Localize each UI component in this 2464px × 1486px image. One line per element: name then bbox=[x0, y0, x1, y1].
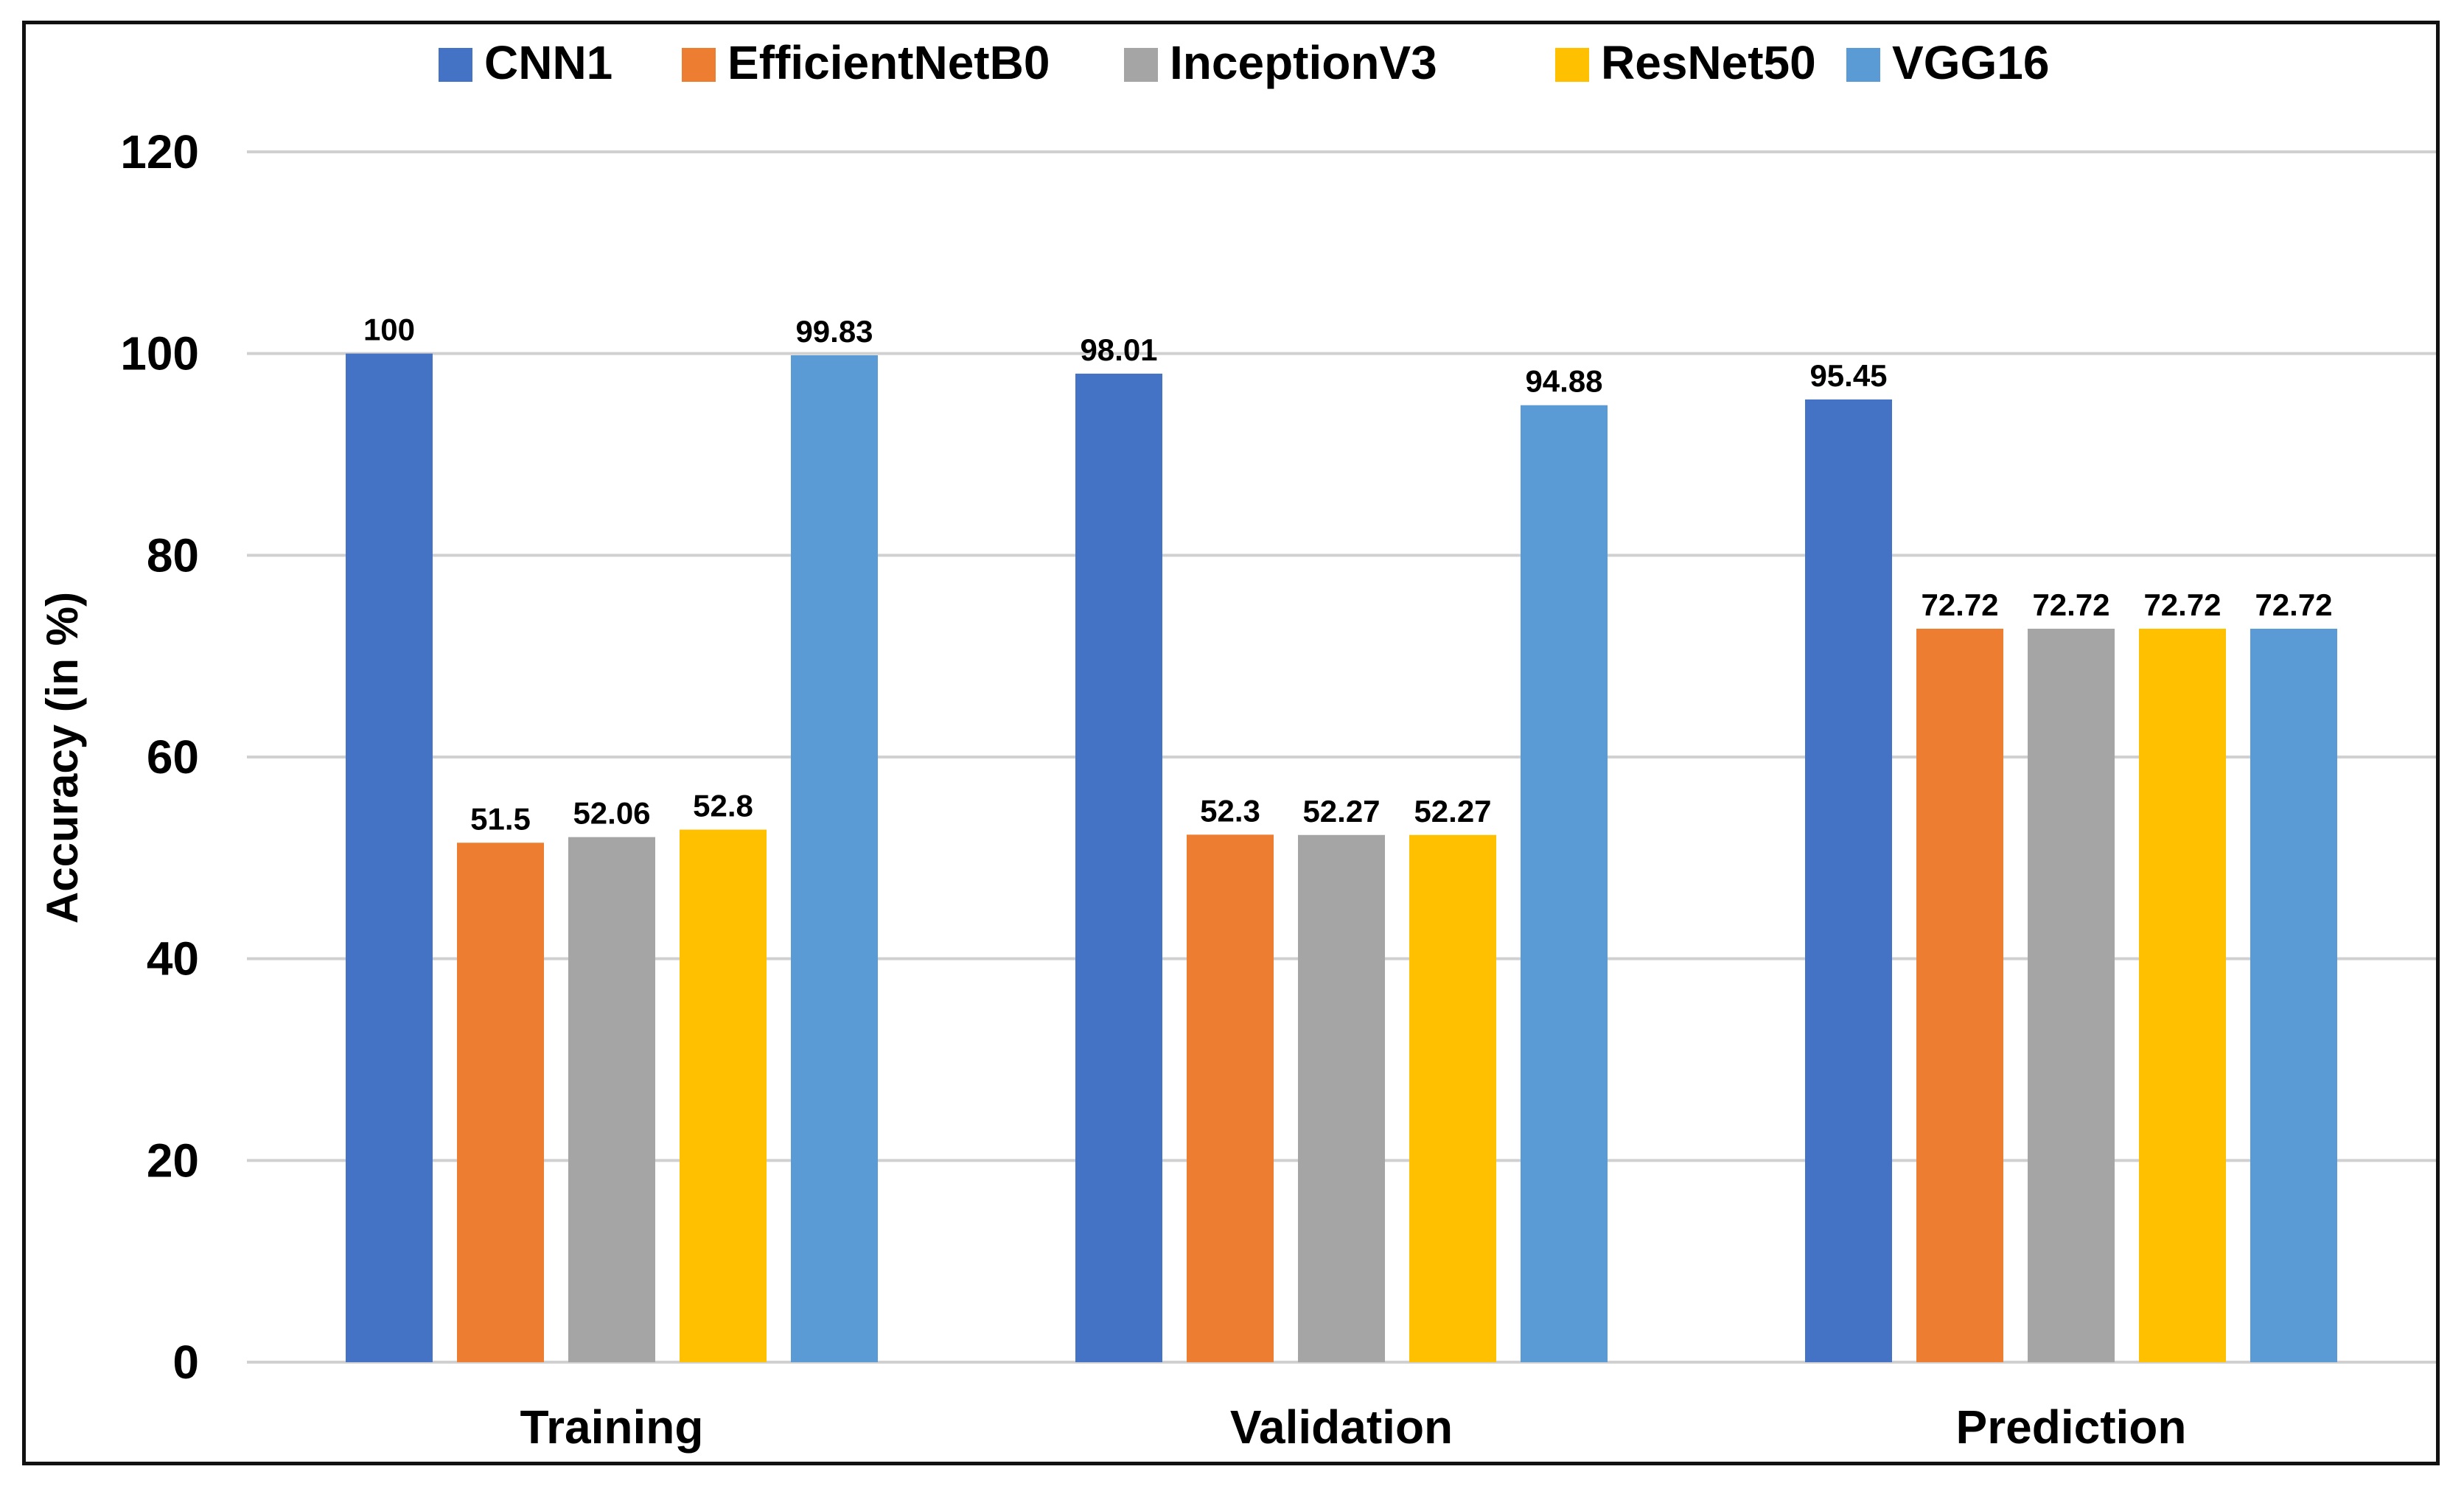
legend-label: VGG16 bbox=[1892, 36, 2049, 89]
bar bbox=[680, 829, 767, 1362]
bar bbox=[457, 843, 544, 1362]
data-label: 99.83 bbox=[795, 314, 873, 349]
x-axis-categories: Training Validation Prediction bbox=[520, 1400, 2187, 1454]
bar bbox=[2028, 628, 2115, 1362]
y-tick-label: 60 bbox=[147, 730, 199, 784]
legend-swatch bbox=[1846, 48, 1880, 82]
data-label: 95.45 bbox=[1809, 358, 1887, 393]
data-label: 51.5 bbox=[470, 801, 531, 836]
bar bbox=[1409, 834, 1496, 1362]
y-tick-label: 20 bbox=[147, 1134, 199, 1187]
legend-swatch bbox=[1124, 48, 1158, 82]
y-tick-label: 0 bbox=[172, 1336, 199, 1389]
x-category-label: Prediction bbox=[1956, 1400, 2187, 1454]
data-label: 52.27 bbox=[1302, 794, 1380, 829]
data-label: 52.3 bbox=[1200, 793, 1260, 828]
data-label: 72.72 bbox=[2032, 587, 2109, 622]
data-label: 94.88 bbox=[1525, 364, 1602, 399]
y-tick-label: 120 bbox=[120, 125, 199, 178]
legend-label: CNN1 bbox=[484, 36, 612, 89]
bar-chart: Accuracy (in %) 0 20 40 60 80 100 120 100 51.5 5… bbox=[38, 36, 2436, 1454]
bar bbox=[1805, 399, 1892, 1363]
bar bbox=[1521, 405, 1608, 1362]
bar bbox=[1298, 834, 1385, 1362]
y-tick-label: 80 bbox=[147, 529, 199, 582]
legend-label: ResNet50 bbox=[1601, 36, 1816, 89]
x-category-label: Validation bbox=[1230, 1400, 1453, 1454]
bar bbox=[1075, 373, 1162, 1363]
data-label: 52.27 bbox=[1414, 794, 1491, 829]
y-axis-title: Accuracy (in %) bbox=[38, 592, 87, 924]
bar bbox=[1187, 834, 1274, 1362]
legend-swatch bbox=[439, 48, 472, 82]
legend-label: InceptionV3 bbox=[1170, 36, 1437, 89]
data-label: 72.72 bbox=[1921, 587, 1998, 622]
data-label: 72.72 bbox=[2255, 587, 2332, 622]
data-label: 98.01 bbox=[1080, 332, 1157, 367]
data-label: 100 bbox=[363, 313, 415, 347]
data-labels: 100 51.5 52.06 52.8 99.83 98.01 52.3 52.27 52.27… bbox=[363, 313, 2333, 837]
chart-frame: Accuracy (in %) 0 20 40 60 80 100 120 100 51.5 5… bbox=[22, 21, 2440, 1465]
bar bbox=[346, 353, 433, 1363]
x-category-label: Training bbox=[520, 1400, 704, 1454]
legend: CNN1 EfficientNetB0 InceptionV3 ResNet50 VGG… bbox=[439, 36, 2049, 89]
legend-swatch bbox=[682, 48, 716, 82]
y-tick-label: 40 bbox=[147, 932, 199, 986]
bar bbox=[2139, 628, 2226, 1362]
y-tick-label: 100 bbox=[120, 327, 199, 380]
bar bbox=[1916, 628, 2003, 1362]
data-label: 52.06 bbox=[573, 796, 650, 831]
legend-label: EfficientNetB0 bbox=[727, 36, 1050, 89]
y-axis-ticks: 0 20 40 60 80 100 120 bbox=[120, 125, 199, 1389]
bars bbox=[346, 353, 2337, 1363]
data-label: 72.72 bbox=[2143, 587, 2221, 622]
data-label: 52.8 bbox=[693, 789, 753, 823]
legend-swatch bbox=[1555, 48, 1589, 82]
bar bbox=[568, 837, 655, 1362]
bar bbox=[2250, 628, 2337, 1362]
bar bbox=[791, 355, 878, 1363]
